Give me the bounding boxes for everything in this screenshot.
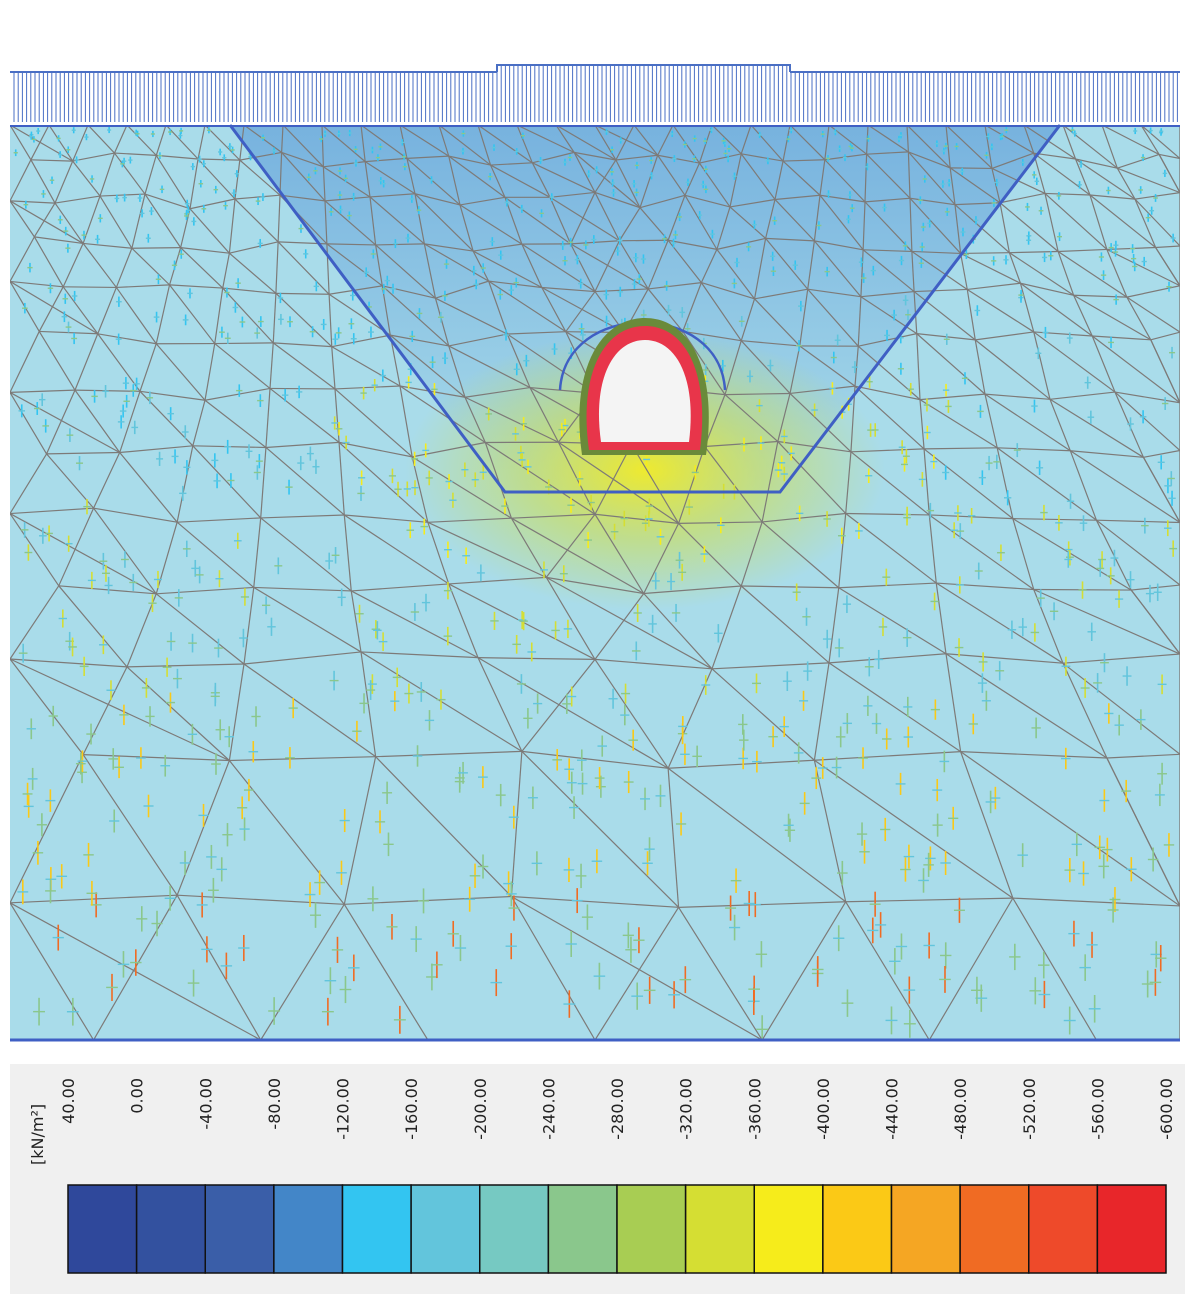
legend-color-swatch	[1028, 1184, 1099, 1274]
legend-color-swatch	[479, 1184, 550, 1274]
principal-stress-crosses	[13, 126, 1178, 1040]
legend-tick-label: -360.00	[745, 1078, 764, 1140]
legend-color-swatch	[341, 1184, 412, 1274]
legend-color-swatch	[67, 1184, 138, 1274]
legend-color-swatch	[684, 1184, 755, 1274]
legend-tick-label: -560.00	[1088, 1078, 1107, 1140]
tunnel	[558, 318, 727, 455]
legend-tick-label: -600.00	[1157, 1078, 1176, 1140]
legend-color-swatch	[547, 1184, 618, 1274]
legend-color-swatch	[135, 1184, 206, 1274]
excavation-outline	[228, 124, 1062, 494]
legend-tick-label: -40.00	[196, 1078, 215, 1130]
legend-tick-label: -400.00	[814, 1078, 833, 1140]
stress-concentration	[405, 330, 885, 610]
legend-tick-label: -240.00	[539, 1078, 558, 1140]
legend-color-swatch	[822, 1184, 893, 1274]
legend-tick-label: -320.00	[677, 1078, 696, 1140]
legend-tick-label: -480.00	[951, 1078, 970, 1140]
legend-tick-label: -80.00	[265, 1078, 284, 1130]
legend-unit-label: [kN/m²]	[28, 1104, 47, 1165]
legend-tick-label: -160.00	[402, 1078, 421, 1140]
legend-tick-label: -200.00	[471, 1078, 490, 1140]
finite-element-mesh	[10, 125, 1180, 1040]
legend-tick-label: -520.00	[1020, 1078, 1039, 1140]
legend-color-swatch	[753, 1184, 824, 1274]
legend-tick-label: -280.00	[608, 1078, 627, 1140]
tunnel-interior	[598, 340, 691, 442]
legend-color-swatch	[410, 1184, 481, 1274]
legend-color-swatch	[890, 1184, 961, 1274]
legend-tick-label: -120.00	[334, 1078, 353, 1140]
legend-color-swatch	[959, 1184, 1030, 1274]
legend: [kN/m²] 40.00 0.00 -40.00 -80.00 -120.00 -160…	[28, 1078, 1176, 1274]
legend-tick-labels: 40.00 0.00 -40.00 -80.00 -120.00 -160.00 -200.…	[59, 1078, 1176, 1140]
legend-color-swatch	[616, 1184, 687, 1274]
legend-color-swatch	[204, 1184, 275, 1274]
legend-color-swatch	[1096, 1184, 1167, 1274]
legend-tick-label: 0.00	[128, 1078, 147, 1114]
legend-tick-label: -440.00	[883, 1078, 902, 1140]
surface-load	[10, 64, 1180, 122]
legend-tick-label: 40.00	[59, 1078, 78, 1124]
legend-color-scale	[67, 1184, 1167, 1274]
legend-color-swatch	[273, 1184, 344, 1274]
